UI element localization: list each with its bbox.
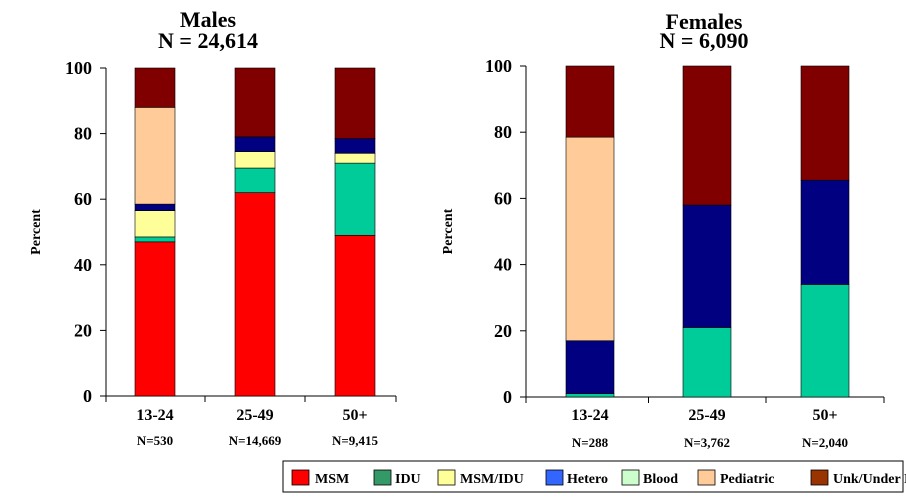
males-category-count: N=530 [137, 433, 173, 448]
legend-swatch-unk-under-investigation [810, 469, 829, 486]
males-bar-50+-msm-idu [334, 152, 376, 164]
legend-swatch-hetero [545, 469, 564, 486]
females-y-tick-label: 60 [494, 188, 512, 208]
females-category-count: N=3,762 [684, 435, 730, 450]
males-y-axis-label: Percent [29, 209, 44, 255]
males-category-count: N=9,415 [332, 433, 379, 448]
legend-swatch-msm [291, 469, 310, 486]
males-bar-13-24-pediatric [134, 107, 176, 205]
females-bar-13-24-idu [565, 393, 615, 398]
legend-label-msm: MSM [315, 472, 349, 487]
males-bar-50+-idu [334, 162, 376, 236]
females-bar-50+-unk-under-investigation [800, 65, 850, 181]
females-x-tick-label: 50+ [812, 407, 837, 424]
males-chart-title: Males [180, 7, 237, 32]
females-chart-subtitle: N = 6,090 [660, 28, 749, 53]
males-bar-13-24-msm [134, 241, 176, 397]
males-bar-50+-msm [334, 234, 376, 397]
legend-swatch-idu [373, 469, 392, 486]
females-bar-25-49-idu [682, 327, 732, 398]
females-x-tick-label: 13-24 [571, 407, 608, 424]
females-bar-13-24-pediatric [565, 136, 615, 342]
females-category-count: N=2,040 [802, 435, 848, 450]
legend-label-idu: IDU [395, 472, 421, 487]
legend-label-pediatric: Pediatric [720, 472, 774, 487]
males-y-tick-label: 0 [83, 386, 92, 406]
males-bar-25-49-msm [234, 192, 276, 397]
females-bar-25-49-unk-under-investigation [682, 65, 732, 206]
females-bar-50+-hetero [800, 179, 850, 285]
legend-label-hetero: Hetero [567, 472, 608, 487]
females-chart-title: Females [666, 9, 743, 34]
females-y-tick-label: 0 [503, 387, 512, 407]
legend-swatch-pediatric [697, 469, 716, 486]
males-bar-13-24-idu [134, 236, 176, 243]
males-y-tick-label: 40 [74, 255, 92, 275]
males-bar-50+-hetero [334, 138, 376, 154]
females-x-tick-label: 25-49 [688, 407, 725, 424]
females-category-count: N=288 [572, 435, 609, 450]
legend-label-unk-under-investigation: Unk/Under Investigation [833, 472, 906, 487]
females-bar-25-49-hetero [682, 204, 732, 328]
males-bar-25-49-msm-idu [234, 151, 276, 169]
males-y-tick-label: 20 [74, 320, 92, 340]
males-bar-13-24-unk-under-investigation [134, 67, 176, 108]
legend-label-msm-idu: MSM/IDU [460, 472, 524, 487]
males-y-tick-label: 100 [65, 58, 92, 78]
males-bar-25-49-hetero [234, 136, 276, 152]
males-bar-13-24-msm-idu [134, 210, 176, 238]
females-y-axis-label: Percent [441, 208, 456, 254]
females-bar-50+-idu [800, 284, 850, 398]
males-bar-25-49-unk-under-investigation [234, 67, 276, 138]
males-chart-subtitle: N = 24,614 [158, 28, 258, 53]
males-bar-13-24-hetero [134, 203, 176, 211]
legend-label-blood: Blood [643, 472, 678, 487]
males-y-tick-label: 80 [74, 124, 92, 144]
males-category-count: N=14,669 [229, 433, 282, 448]
males-x-tick-label: 25-49 [236, 407, 273, 424]
females-y-tick-label: 40 [494, 255, 512, 275]
males-bar-50+-unk-under-investigation [334, 67, 376, 139]
females-bar-13-24-hetero [565, 340, 615, 394]
females-y-tick-label: 100 [485, 56, 512, 76]
males-x-tick-label: 13-24 [136, 407, 173, 424]
legend-swatch-msm-idu [437, 469, 456, 486]
females-y-tick-label: 80 [494, 122, 512, 142]
females-bar-13-24-unk-under-investigation [565, 65, 615, 138]
males-y-tick-label: 60 [74, 189, 92, 209]
males-x-tick-label: 50+ [342, 407, 367, 424]
males-bar-25-49-idu [234, 167, 276, 193]
females-y-tick-label: 20 [494, 321, 512, 341]
legend-swatch-blood [621, 469, 640, 486]
